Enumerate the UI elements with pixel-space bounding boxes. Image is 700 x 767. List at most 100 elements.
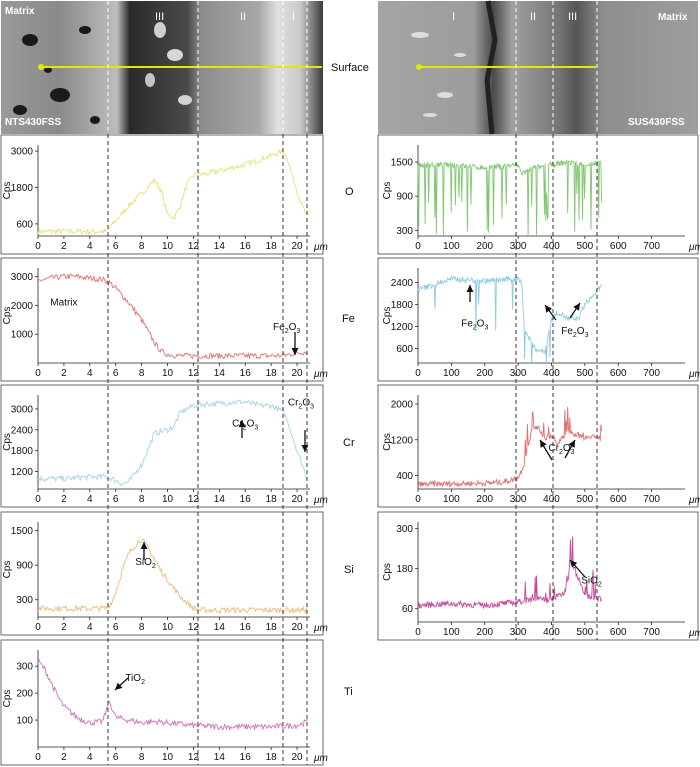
chart-frame (377, 257, 699, 382)
x-tick-label: 14 (214, 622, 226, 633)
x-tick-label: 16 (240, 752, 252, 763)
x-tick-label: 2 (61, 241, 67, 252)
annotation-arrowhead (545, 305, 552, 313)
element-label-Si: Si (344, 564, 354, 576)
series-line-0 (37, 273, 308, 360)
x-tick-label: 300 (510, 241, 527, 252)
y-tick-label: 300 (16, 595, 33, 606)
x-tick-label: 500 (577, 627, 594, 638)
y-axis-label: Cps (2, 690, 13, 708)
y-tick-label: 900 (16, 561, 33, 572)
left-micrograph-particles (13, 22, 192, 124)
x-tick-label: 10 (162, 494, 174, 505)
annotation-arrowhead (540, 440, 547, 448)
x-tick-label: 12 (188, 494, 200, 505)
y-tick-label: 3000 (11, 404, 34, 415)
y-tick-label: 180 (396, 564, 413, 575)
x-tick-label: 0 (415, 627, 421, 638)
annotation-arrowhead (238, 420, 246, 427)
x-tick-label: 0 (415, 368, 421, 379)
annotation-arrowhead (570, 560, 578, 568)
x-tick-label: 6 (113, 494, 119, 505)
x-axis-unit: μm (688, 242, 700, 253)
annotation-0: Cr2O3 (548, 443, 574, 456)
y-tick-label: 600 (16, 219, 33, 230)
x-tick-label: 6 (113, 368, 119, 379)
x-tick-label: 12 (188, 241, 200, 252)
left-zone-III: III (155, 11, 164, 23)
left-caption: NTS430FSS (5, 117, 61, 128)
x-tick-label: 14 (214, 368, 226, 379)
right-matrix-label: Matrix (658, 12, 688, 23)
x-tick-label: 20 (291, 622, 303, 633)
annotation-arrowhead (291, 348, 299, 355)
x-tick-label: 16 (240, 241, 252, 252)
y-tick-label: 2000 (11, 301, 34, 312)
chart-frame (0, 639, 324, 766)
y-axis-label: Cps (2, 307, 13, 325)
y-axis-label: Cps (382, 433, 393, 451)
series-line-0 (37, 538, 308, 615)
chart-right-Fe: 0 100 200 300 400 500 600 700 600 1200 1800 2400 μm C… (377, 257, 700, 382)
y-axis-label: Cps (382, 307, 393, 325)
chart-left-Ti: 0 2 4 6 8 10 12 14 16 18 20 100 200 300 μm Cps TiO2 (0, 639, 328, 766)
right-caption: SUS430FSS (628, 117, 685, 128)
chart-right-Cr: 0 100 200 300 400 500 600 700 400 1200 2000 μm Cps Cr… (377, 384, 700, 508)
x-tick-label: 2 (61, 752, 67, 763)
chart-left-Fe: 0 2 4 6 8 10 12 14 16 18 20 1000 2000 3000 μm Cps Matrix… (0, 257, 328, 382)
y-tick-label: 1800 (11, 183, 34, 194)
x-tick-label: 18 (266, 494, 278, 505)
x-tick-label: 300 (510, 627, 527, 638)
x-tick-label: 4 (87, 752, 93, 763)
x-tick-label: 100 (443, 494, 460, 505)
x-tick-label: 6 (113, 622, 119, 633)
x-tick-label: 100 (443, 627, 460, 638)
series-line-0 (37, 399, 308, 487)
right-zone-II: II (530, 11, 536, 23)
x-tick-label: 100 (443, 368, 460, 379)
x-axis-unit: μm (688, 628, 700, 639)
y-tick-label: 2400 (391, 278, 414, 289)
x-tick-label: 12 (188, 622, 200, 633)
x-tick-label: 2 (61, 494, 67, 505)
element-label-O: O (345, 186, 354, 198)
x-tick-label: 300 (510, 368, 527, 379)
y-axis-label: Cps (382, 182, 393, 200)
right-zone-III: III (568, 11, 577, 23)
y-tick-label: 1200 (391, 322, 414, 333)
element-label-Cr: Cr (343, 437, 355, 449)
annotation-arrowhead (301, 445, 309, 452)
annotation-1: Fe2O3 (561, 326, 588, 339)
x-tick-label: 4 (87, 368, 93, 379)
series-line-0 (417, 275, 602, 364)
left-matrix-label: Matrix (5, 6, 35, 17)
zone-divider-lines (107, 1, 598, 765)
x-tick-label: 8 (139, 752, 145, 763)
chart-left-O: 0 2 4 6 8 10 12 14 16 18 20 600 1800 3000 μm Cps (0, 134, 328, 255)
chart-right-Si: 0 100 200 300 400 500 600 700 60 180 300 μm Cps SiO2 (377, 511, 700, 641)
y-tick-label: 1500 (391, 158, 414, 169)
annotation-arrowhead (573, 303, 580, 311)
y-tick-label: 400 (396, 471, 413, 482)
y-tick-label: 2400 (11, 425, 34, 436)
x-tick-label: 0 (35, 494, 41, 505)
x-tick-label: 0 (415, 494, 421, 505)
y-tick-label: 1200 (391, 435, 414, 446)
y-tick-label: 1800 (11, 446, 34, 457)
y-tick-label: 300 (396, 524, 413, 535)
x-tick-label: 6 (113, 752, 119, 763)
x-tick-label: 10 (162, 752, 174, 763)
annotation-arrowhead (568, 440, 575, 448)
x-tick-label: 14 (214, 241, 226, 252)
x-tick-label: 0 (35, 752, 41, 763)
element-label-Fe: Fe (342, 313, 355, 325)
x-tick-label: 600 (610, 368, 627, 379)
x-tick-label: 0 (35, 622, 41, 633)
x-tick-label: 18 (266, 368, 278, 379)
x-tick-label: 12 (188, 368, 200, 379)
surface-label: Surface (331, 62, 369, 74)
x-tick-label: 4 (87, 241, 93, 252)
annotation-arrowhead (140, 542, 148, 549)
x-tick-label: 200 (476, 368, 493, 379)
